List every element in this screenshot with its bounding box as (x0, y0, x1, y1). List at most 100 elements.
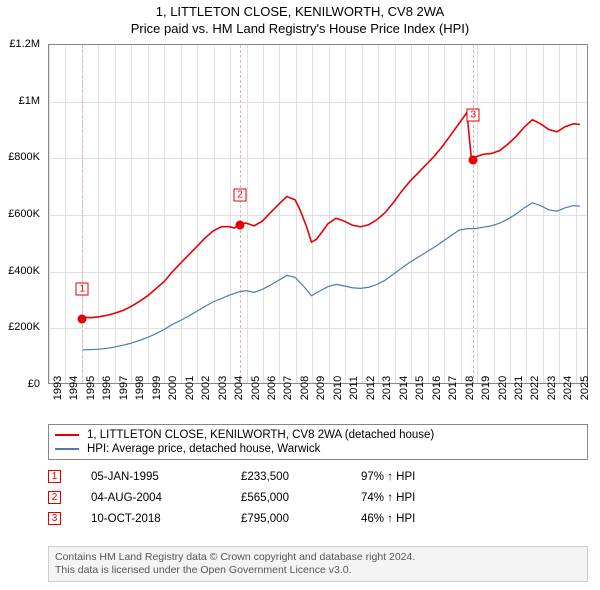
sales-date: 04-AUG-2004 (91, 492, 241, 504)
ytick-label: £0 (0, 378, 44, 390)
legend-row: HPI: Average price, detached house, Warw… (55, 442, 581, 456)
sales-price: £795,000 (241, 513, 361, 525)
sales-table: 105-JAN-1995£233,50097% ↑ HPI204-AUG-200… (48, 466, 588, 529)
gridline-vertical (312, 45, 313, 383)
gridline-vertical (247, 45, 248, 383)
plot-area: 1 2 3 (48, 44, 588, 384)
gridline-vertical (230, 45, 231, 383)
xtick-label: 1993 (52, 376, 64, 400)
gridline-vertical (296, 45, 297, 383)
gridline-vertical (494, 45, 495, 383)
legend-label: HPI: Average price, detached house, Warw… (87, 443, 320, 455)
gridline-vertical (279, 45, 280, 383)
sales-date: 10-OCT-2018 (91, 513, 241, 525)
gridline-vertical (444, 45, 445, 383)
xtick-label: 1997 (118, 376, 130, 400)
sales-marker-box: 3 (48, 512, 61, 525)
xtick-label: 2016 (431, 376, 443, 400)
xtick-label: 2011 (348, 376, 360, 400)
legend-swatch (55, 434, 79, 436)
sale-marker: 3 (467, 108, 480, 121)
legend-swatch (55, 448, 79, 450)
xtick-label: 2017 (447, 376, 459, 400)
footer-attribution: Contains HM Land Registry data © Crown c… (48, 546, 588, 582)
title-block: 1, LITTLETON CLOSE, KENILWORTH, CV8 2WA … (0, 0, 600, 38)
gridline-vertical (362, 45, 363, 383)
xtick-label: 2015 (414, 376, 426, 400)
sale-point-dot (78, 314, 87, 323)
gridline-vertical (197, 45, 198, 383)
chart-lines (49, 45, 587, 383)
sales-row: 2 04-AUG-2004£565,00074% ↑ HPI (48, 487, 588, 508)
ytick-label: £800K (0, 151, 44, 163)
xtick-label: 1995 (85, 376, 97, 400)
xtick-label: 1998 (134, 376, 146, 400)
sale-marker: 2 (233, 188, 246, 201)
xtick-label: 2012 (365, 376, 377, 400)
footer-line-1: Contains HM Land Registry data © Crown c… (55, 551, 581, 564)
gridline-vertical (65, 45, 66, 383)
legend-row: 1, LITTLETON CLOSE, KENILWORTH, CV8 2WA … (55, 428, 581, 442)
xtick-label: 2013 (381, 376, 393, 400)
gridline-vertical (510, 45, 511, 383)
xtick-label: 1999 (151, 376, 163, 400)
gridline-vertical (477, 45, 478, 383)
sales-marker-box: 1 (48, 470, 61, 483)
gridline-vertical (115, 45, 116, 383)
sale-point-dot (235, 220, 244, 229)
xtick-label: 2006 (266, 376, 278, 400)
sale-point-dot (469, 155, 478, 164)
xtick-label: 2019 (480, 376, 492, 400)
xtick-label: 1996 (101, 376, 113, 400)
gridline-vertical (411, 45, 412, 383)
xtick-label: 2018 (464, 376, 476, 400)
xtick-label: 1994 (68, 376, 80, 400)
gridline-vertical (395, 45, 396, 383)
gridline-vertical (378, 45, 379, 383)
legend-label: 1, LITTLETON CLOSE, KENILWORTH, CV8 2WA … (87, 429, 434, 441)
legend-box: 1, LITTLETON CLOSE, KENILWORTH, CV8 2WA … (48, 424, 588, 460)
gridline-vertical (214, 45, 215, 383)
sales-price: £565,000 (241, 492, 361, 504)
gridline-horizontal (49, 102, 587, 103)
gridline-vertical (329, 45, 330, 383)
xtick-label: 2003 (217, 376, 229, 400)
chart-title-sub: Price paid vs. HM Land Registry's House … (0, 21, 600, 36)
gridline-vertical (559, 45, 560, 383)
xtick-label: 2024 (562, 376, 574, 400)
ytick-label: £400K (0, 265, 44, 277)
gridline-vertical (576, 45, 577, 383)
gridline-vertical (164, 45, 165, 383)
sales-marker-box: 2 (48, 491, 61, 504)
chart-title-main: 1, LITTLETON CLOSE, KENILWORTH, CV8 2WA (0, 4, 600, 19)
xtick-label: 2014 (398, 376, 410, 400)
sales-pct: 46% ↑ HPI (361, 513, 461, 525)
sales-date: 05-JAN-1995 (91, 471, 241, 483)
gridline-horizontal (49, 215, 587, 216)
gridline-vertical (428, 45, 429, 383)
sale-vertical-line (473, 45, 474, 383)
ytick-label: £1M (0, 95, 44, 107)
ytick-label: £200K (0, 321, 44, 333)
xtick-label: 2000 (167, 376, 179, 400)
xtick-label: 2002 (200, 376, 212, 400)
sale-marker: 1 (76, 282, 89, 295)
gridline-horizontal (49, 158, 587, 159)
xtick-label: 2025 (579, 376, 591, 400)
xtick-label: 2001 (184, 376, 196, 400)
xtick-label: 2022 (529, 376, 541, 400)
gridline-vertical (345, 45, 346, 383)
sale-vertical-line (82, 45, 83, 383)
ytick-label: £600K (0, 208, 44, 220)
xtick-label: 2008 (299, 376, 311, 400)
xtick-label: 2004 (233, 376, 245, 400)
footer-line-2: This data is licensed under the Open Gov… (55, 564, 581, 577)
gridline-vertical (148, 45, 149, 383)
xtick-label: 2007 (282, 376, 294, 400)
gridline-vertical (543, 45, 544, 383)
sales-pct: 74% ↑ HPI (361, 492, 461, 504)
xtick-label: 2023 (546, 376, 558, 400)
xtick-label: 2021 (513, 376, 525, 400)
ytick-label: £1.2M (0, 38, 44, 50)
gridline-horizontal (49, 328, 587, 329)
